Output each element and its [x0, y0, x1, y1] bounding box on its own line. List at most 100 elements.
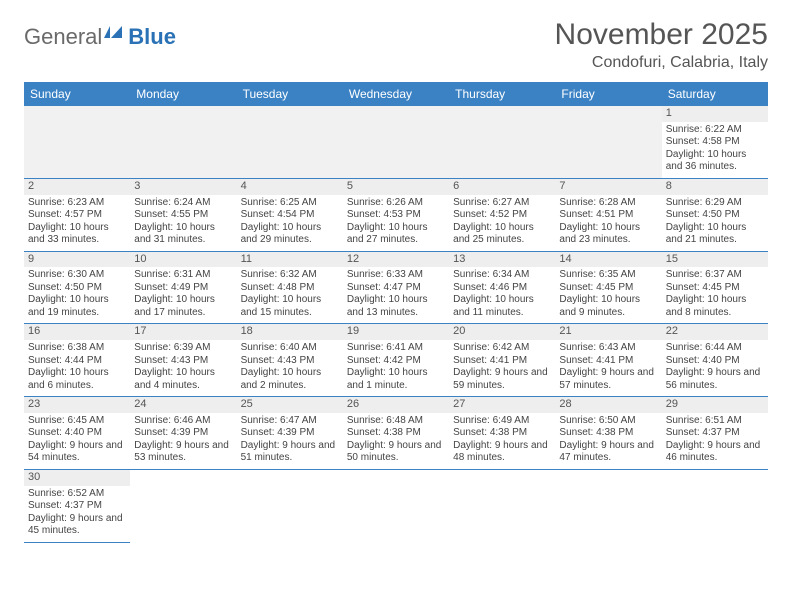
sunset-text: Sunset: 4:41 PM — [453, 355, 551, 368]
sunset-text: Sunset: 4:49 PM — [134, 282, 232, 295]
title-block: November 2025 Condofuri, Calabria, Italy — [555, 18, 768, 72]
day-number: 24 — [130, 397, 236, 413]
daylight-text: Daylight: 9 hours and 53 minutes. — [134, 440, 232, 465]
calendar-cell: 26Sunrise: 6:48 AMSunset: 4:38 PMDayligh… — [343, 397, 449, 470]
daylight-text: Daylight: 9 hours and 46 minutes. — [666, 440, 764, 465]
daylight-text: Daylight: 10 hours and 11 minutes. — [453, 294, 551, 319]
day-header: Monday — [130, 82, 236, 106]
daylight-text: Daylight: 10 hours and 4 minutes. — [134, 367, 232, 392]
daylight-text: Daylight: 9 hours and 56 minutes. — [666, 367, 764, 392]
calendar-cell: 6Sunrise: 6:27 AMSunset: 4:52 PMDaylight… — [449, 179, 555, 252]
day-number: 18 — [237, 324, 343, 340]
sunrise-text: Sunrise: 6:29 AM — [666, 197, 764, 210]
calendar-cell: 9Sunrise: 6:30 AMSunset: 4:50 PMDaylight… — [24, 252, 130, 325]
calendar-cell: 11Sunrise: 6:32 AMSunset: 4:48 PMDayligh… — [237, 252, 343, 325]
day-number: 26 — [343, 397, 449, 413]
calendar-cell: 20Sunrise: 6:42 AMSunset: 4:41 PMDayligh… — [449, 324, 555, 397]
day-number: 10 — [130, 252, 236, 268]
daylight-text: Daylight: 9 hours and 50 minutes. — [347, 440, 445, 465]
day-number: 17 — [130, 324, 236, 340]
logo: General Blue — [24, 24, 176, 50]
sunset-text: Sunset: 4:47 PM — [347, 282, 445, 295]
daylight-text: Daylight: 10 hours and 27 minutes. — [347, 222, 445, 247]
calendar-cell-blank — [130, 106, 236, 179]
day-number: 2 — [24, 179, 130, 195]
day-number: 8 — [662, 179, 768, 195]
sunrise-text: Sunrise: 6:28 AM — [559, 197, 657, 210]
calendar-cell: 24Sunrise: 6:46 AMSunset: 4:39 PMDayligh… — [130, 397, 236, 470]
daylight-text: Daylight: 10 hours and 8 minutes. — [666, 294, 764, 319]
daylight-text: Daylight: 10 hours and 25 minutes. — [453, 222, 551, 247]
sunrise-text: Sunrise: 6:45 AM — [28, 415, 126, 428]
sunrise-text: Sunrise: 6:23 AM — [28, 197, 126, 210]
calendar-cell: 8Sunrise: 6:29 AMSunset: 4:50 PMDaylight… — [662, 179, 768, 252]
sunset-text: Sunset: 4:45 PM — [559, 282, 657, 295]
day-header: Friday — [555, 82, 661, 106]
location: Condofuri, Calabria, Italy — [555, 54, 768, 72]
daylight-text: Daylight: 10 hours and 23 minutes. — [559, 222, 657, 247]
sunrise-text: Sunrise: 6:51 AM — [666, 415, 764, 428]
sunset-text: Sunset: 4:54 PM — [241, 209, 339, 222]
calendar-cell-blank — [237, 106, 343, 179]
sunrise-text: Sunrise: 6:32 AM — [241, 269, 339, 282]
day-number: 4 — [237, 179, 343, 195]
calendar-cell-blank — [130, 470, 236, 543]
daylight-text: Daylight: 9 hours and 54 minutes. — [28, 440, 126, 465]
calendar-cell-blank — [343, 470, 449, 543]
sunrise-text: Sunrise: 6:52 AM — [28, 488, 126, 501]
sunrise-text: Sunrise: 6:25 AM — [241, 197, 339, 210]
sunrise-text: Sunrise: 6:41 AM — [347, 342, 445, 355]
day-number: 11 — [237, 252, 343, 268]
sunrise-text: Sunrise: 6:30 AM — [28, 269, 126, 282]
sunrise-text: Sunrise: 6:34 AM — [453, 269, 551, 282]
daylight-text: Daylight: 10 hours and 29 minutes. — [241, 222, 339, 247]
calendar-cell: 10Sunrise: 6:31 AMSunset: 4:49 PMDayligh… — [130, 252, 236, 325]
day-number: 9 — [24, 252, 130, 268]
daylight-text: Daylight: 9 hours and 57 minutes. — [559, 367, 657, 392]
day-number: 30 — [24, 470, 130, 486]
calendar-cell-blank — [237, 470, 343, 543]
logo-text-general: General — [24, 24, 102, 50]
sunset-text: Sunset: 4:40 PM — [28, 427, 126, 440]
sunrise-text: Sunrise: 6:38 AM — [28, 342, 126, 355]
sunset-text: Sunset: 4:37 PM — [666, 427, 764, 440]
day-number: 15 — [662, 252, 768, 268]
day-number: 25 — [237, 397, 343, 413]
day-number: 1 — [662, 106, 768, 122]
sunset-text: Sunset: 4:55 PM — [134, 209, 232, 222]
daylight-text: Daylight: 9 hours and 59 minutes. — [453, 367, 551, 392]
day-number: 23 — [24, 397, 130, 413]
month-title: November 2025 — [555, 18, 768, 52]
calendar-cell-blank — [555, 470, 661, 543]
daylight-text: Daylight: 9 hours and 51 minutes. — [241, 440, 339, 465]
daylight-text: Daylight: 10 hours and 9 minutes. — [559, 294, 657, 319]
calendar-cell: 5Sunrise: 6:26 AMSunset: 4:53 PMDaylight… — [343, 179, 449, 252]
sunrise-text: Sunrise: 6:39 AM — [134, 342, 232, 355]
daylight-text: Daylight: 10 hours and 19 minutes. — [28, 294, 126, 319]
calendar-cell-blank — [555, 106, 661, 179]
calendar-cell: 28Sunrise: 6:50 AMSunset: 4:38 PMDayligh… — [555, 397, 661, 470]
header: General Blue November 2025 Condofuri, Ca… — [24, 18, 768, 72]
logo-text-blue: Blue — [128, 24, 176, 50]
sunrise-text: Sunrise: 6:22 AM — [666, 124, 764, 137]
daylight-text: Daylight: 10 hours and 31 minutes. — [134, 222, 232, 247]
sunset-text: Sunset: 4:44 PM — [28, 355, 126, 368]
sunset-text: Sunset: 4:43 PM — [241, 355, 339, 368]
calendar-cell: 15Sunrise: 6:37 AMSunset: 4:45 PMDayligh… — [662, 252, 768, 325]
calendar-cell: 25Sunrise: 6:47 AMSunset: 4:39 PMDayligh… — [237, 397, 343, 470]
daylight-text: Daylight: 10 hours and 21 minutes. — [666, 222, 764, 247]
sunrise-text: Sunrise: 6:24 AM — [134, 197, 232, 210]
calendar-cell: 22Sunrise: 6:44 AMSunset: 4:40 PMDayligh… — [662, 324, 768, 397]
day-number: 19 — [343, 324, 449, 340]
day-number: 27 — [449, 397, 555, 413]
calendar-cell: 13Sunrise: 6:34 AMSunset: 4:46 PMDayligh… — [449, 252, 555, 325]
sunrise-text: Sunrise: 6:48 AM — [347, 415, 445, 428]
sunset-text: Sunset: 4:45 PM — [666, 282, 764, 295]
day-header: Tuesday — [237, 82, 343, 106]
day-number: 12 — [343, 252, 449, 268]
calendar-cell: 7Sunrise: 6:28 AMSunset: 4:51 PMDaylight… — [555, 179, 661, 252]
day-number: 28 — [555, 397, 661, 413]
daylight-text: Daylight: 10 hours and 15 minutes. — [241, 294, 339, 319]
daylight-text: Daylight: 10 hours and 13 minutes. — [347, 294, 445, 319]
day-number: 7 — [555, 179, 661, 195]
